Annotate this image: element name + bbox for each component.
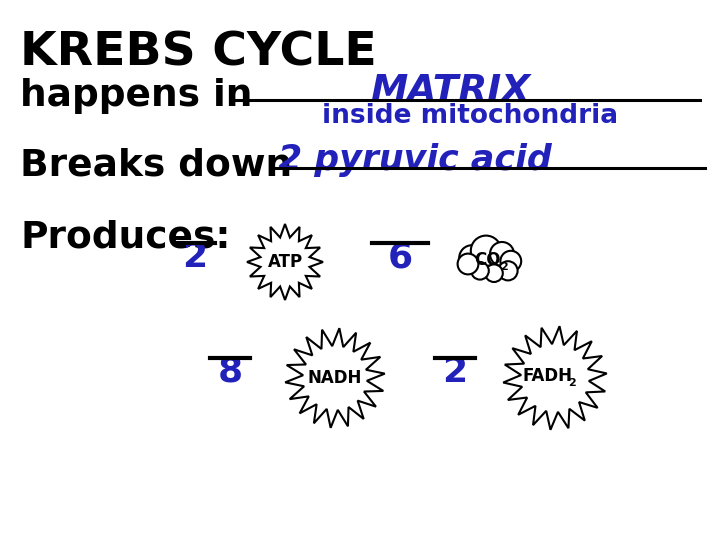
Circle shape [471,262,489,280]
Text: inside mitochondria: inside mitochondria [322,103,618,129]
Circle shape [498,261,518,280]
Ellipse shape [458,240,522,284]
Text: 6: 6 [387,240,413,274]
Text: 2: 2 [568,378,576,388]
Circle shape [500,251,521,272]
Circle shape [490,242,514,266]
Text: MATRIX: MATRIX [370,73,530,109]
Text: ATP: ATP [267,253,302,271]
Text: NADH: NADH [308,369,362,387]
Text: 2: 2 [500,262,508,272]
Polygon shape [247,224,323,300]
Circle shape [459,245,485,271]
Text: happens in: happens in [20,78,253,114]
Polygon shape [503,326,607,430]
Text: Breaks down: Breaks down [20,147,292,183]
Text: FADH: FADH [522,367,572,385]
Text: 2: 2 [442,355,467,389]
Text: 2 pyruvic acid: 2 pyruvic acid [278,143,552,177]
Text: 8: 8 [217,355,243,389]
Text: CO: CO [474,251,500,269]
Circle shape [485,265,503,282]
Circle shape [458,254,478,274]
Polygon shape [285,328,384,428]
Text: KREBS CYCLE: KREBS CYCLE [20,30,377,75]
Circle shape [471,235,501,266]
Text: 2: 2 [182,240,207,274]
Text: Produces:: Produces: [20,220,230,256]
